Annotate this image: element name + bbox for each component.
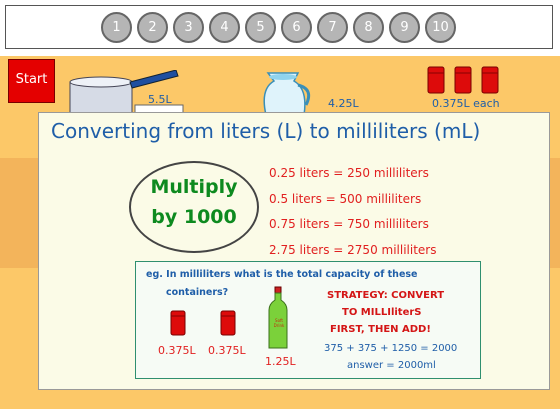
jug-icon [263,72,311,115]
page-button-5[interactable]: 5 [245,12,276,43]
can-2-capacity-label: 0.375L [208,344,246,357]
soft-drink-bottle-icon [268,286,288,349]
example-question-line-1: eg. In milliliters what is the total cap… [146,269,418,280]
example-question-line-2: containers? [166,287,229,298]
bottle-capacity-label: 1.25L [265,355,296,368]
can-icon [170,310,186,336]
cans-icon [427,66,499,94]
strategy-line-1: STRATEGY: CONVERT [327,290,445,301]
bottle-label-text: Soft Drink [273,318,285,328]
jug-capacity-label: 4.25L [328,97,359,110]
rule-line-1: Multiply [150,176,238,198]
can-icon [220,310,236,336]
page-button-9[interactable]: 9 [389,12,420,43]
page-button-8[interactable]: 8 [353,12,384,43]
page-button-2[interactable]: 2 [137,12,168,43]
can-1-capacity-label: 0.375L [158,344,196,357]
saucepan-capacity-label: 5.5L [148,93,172,106]
conversion-example-4: 2.75 liters = 2750 milliliters [269,243,437,257]
saucepan-icon [69,70,179,114]
strategy-line-2: TO MILLIliterS [342,307,422,318]
page-button-10[interactable]: 10 [425,12,456,43]
calculation-text: 375 + 375 + 1250 = 2000 [324,343,458,354]
conversion-example-1: 0.25 liters = 250 milliliters [269,166,429,180]
price-tag-icon [134,104,184,114]
page-navigation-bar: 1 2 3 4 5 6 7 8 9 10 [5,5,553,49]
page-button-4[interactable]: 4 [209,12,240,43]
strategy-line-3: FIRST, THEN ADD! [330,324,431,335]
conversion-example-2: 0.5 liters = 500 milliliters [269,192,422,206]
page-button-1[interactable]: 1 [101,12,132,43]
start-button[interactable]: Start [8,59,55,103]
page-dots: 1 2 3 4 5 6 7 8 9 10 [101,12,456,43]
page-button-6[interactable]: 6 [281,12,312,43]
conversion-example-3: 0.75 liters = 750 milliliters [269,217,429,231]
answer-text: answer = 2000ml [347,360,436,371]
card-title: Converting from liters (L) to milliliter… [51,119,481,143]
worked-example-box: eg. In milliliters what is the total cap… [135,261,481,379]
page-button-3[interactable]: 3 [173,12,204,43]
cans-capacity-label: 0.375L each [432,97,500,110]
page-button-7[interactable]: 7 [317,12,348,43]
rule-line-2: by 1000 [151,206,237,228]
multiply-rule-oval: Multiply by 1000 [129,161,259,253]
conversion-card: Converting from liters (L) to milliliter… [38,112,550,390]
